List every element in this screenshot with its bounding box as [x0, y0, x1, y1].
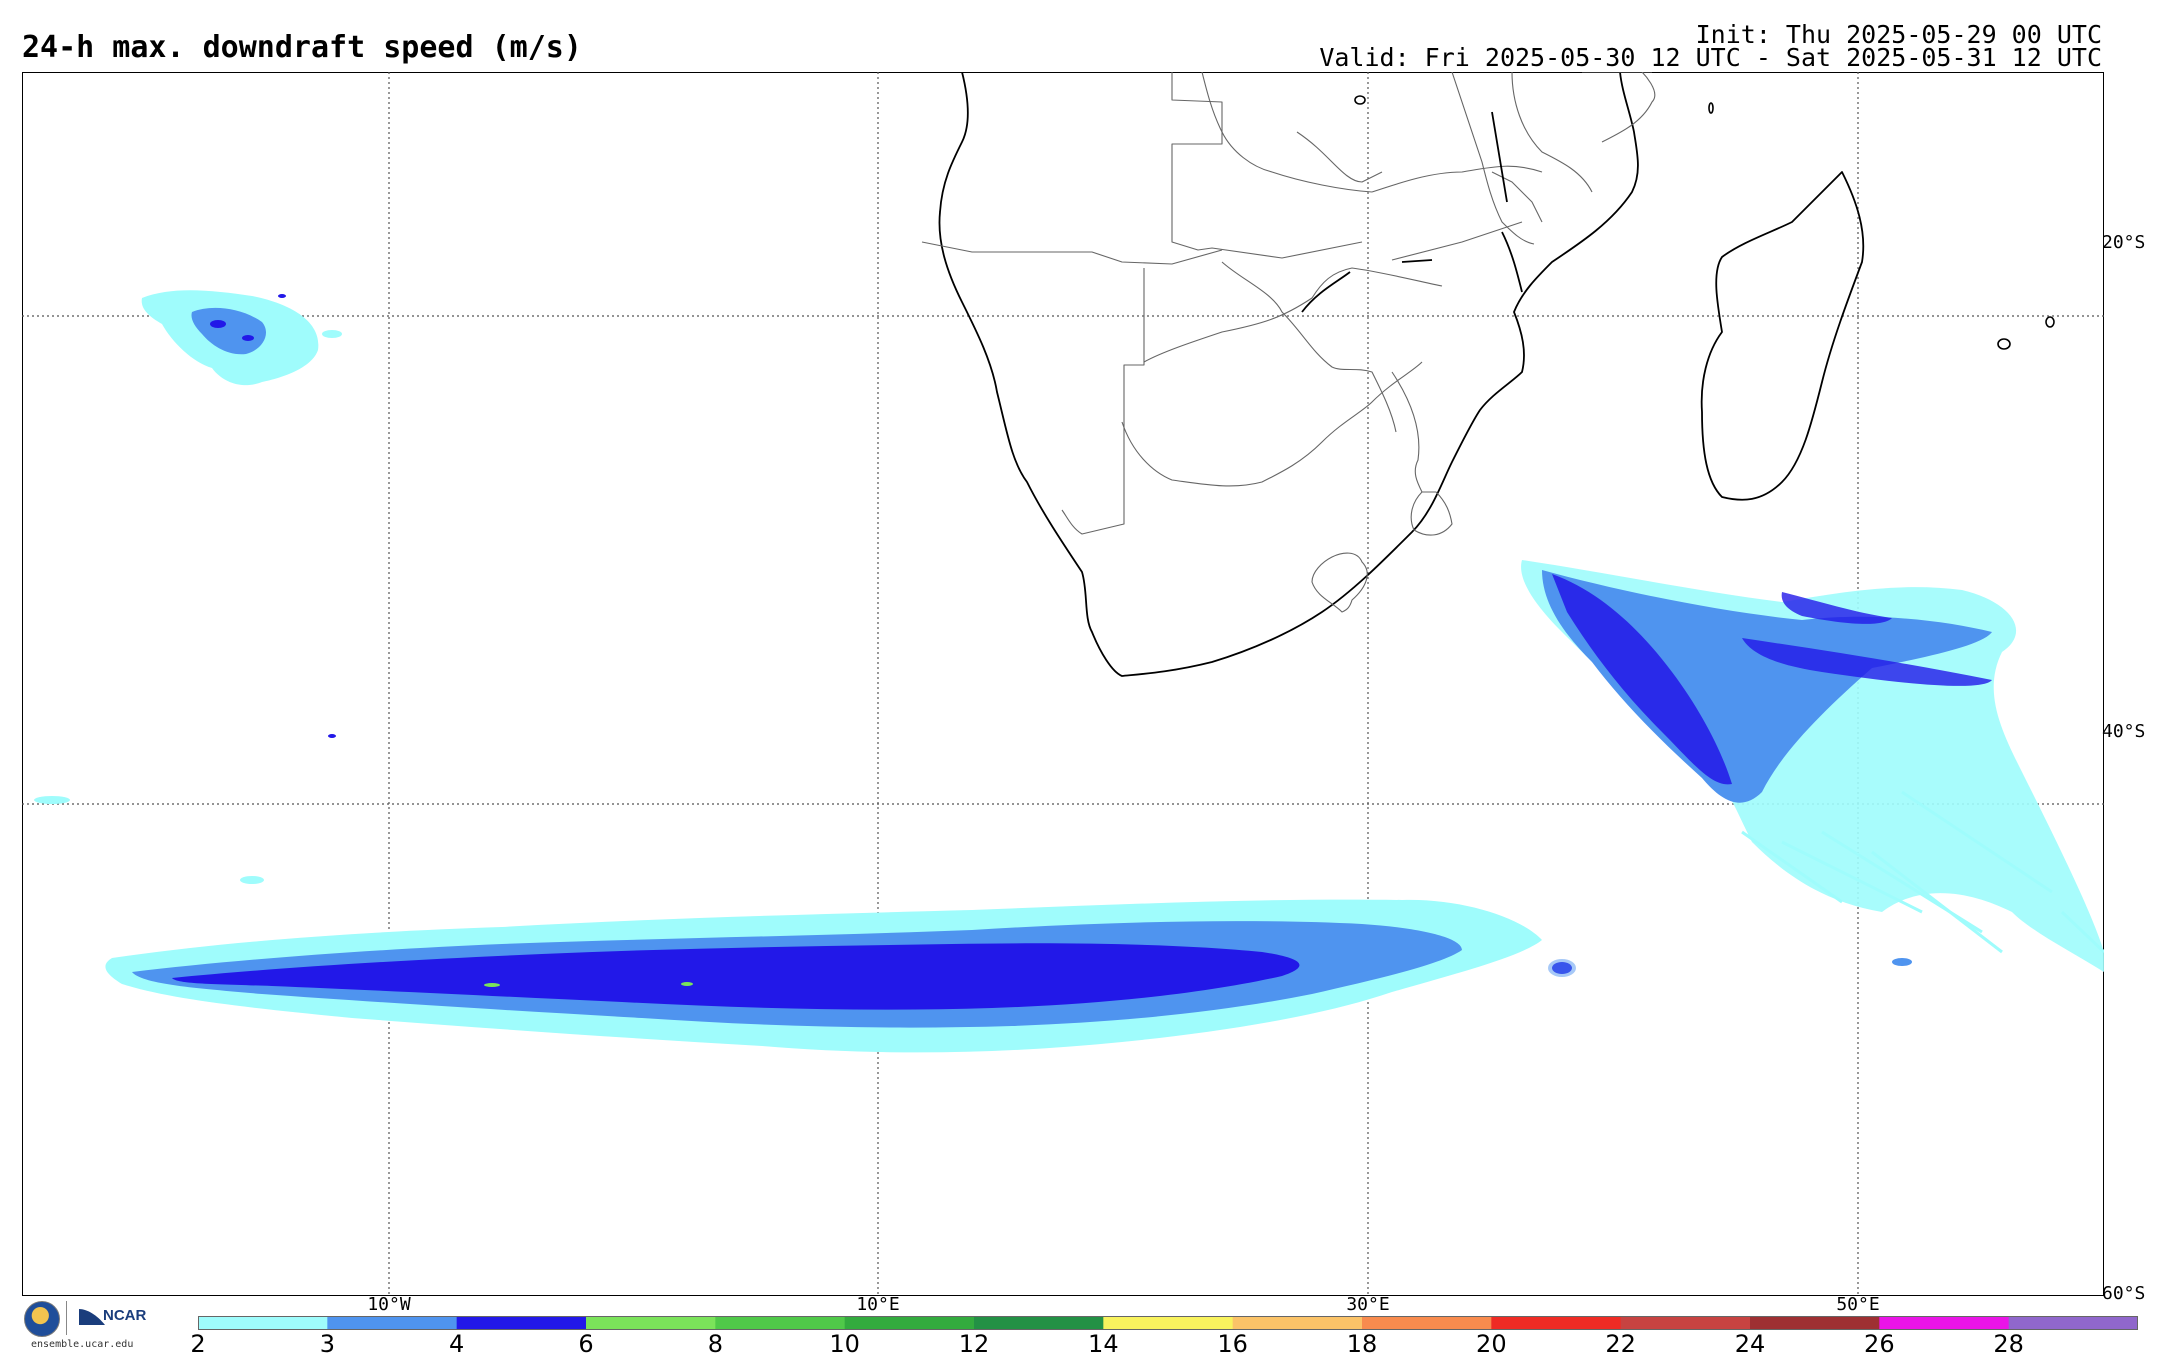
colorbar-segment	[1103, 1316, 1234, 1330]
band-level-4	[172, 943, 1300, 1010]
lat-label-40s: 40°S	[2102, 721, 2146, 742]
colorbar-segment	[715, 1316, 846, 1330]
colorbar-tick-label: 6	[578, 1330, 594, 1358]
lon-label-50e: 50°E	[1836, 1294, 1880, 1315]
colorbar-tick-label: 8	[707, 1330, 723, 1358]
colorbar	[198, 1316, 2138, 1330]
map-title: 24-h max. downdraft speed (m/s)	[22, 30, 582, 65]
colorbar-tick-label: 28	[1993, 1330, 2024, 1358]
colorbar-segment	[1232, 1316, 1363, 1330]
colorbar-tick-label: 18	[1346, 1330, 1378, 1358]
streaks-level-4	[1552, 574, 1732, 785]
logo-area: NCAR ensemble.ucar.edu	[24, 1299, 164, 1351]
streak-lines	[1741, 790, 2104, 954]
coastline-madagascar	[1700, 171, 1865, 501]
init-time: Init: Thu 2025-05-29 00 UTC	[1695, 20, 2102, 49]
nsf-seal-icon	[24, 1301, 60, 1337]
colorbar-border	[198, 1316, 2138, 1330]
ncar-mark-icon	[79, 1309, 105, 1325]
colorbar-tick-label: 20	[1476, 1330, 1507, 1358]
country-borders	[921, 72, 1656, 613]
lon-label-30e: 30°E	[1346, 1294, 1390, 1315]
coastline-africa	[938, 72, 1639, 677]
colorbar-tick-label: 26	[1864, 1330, 1895, 1358]
map-canvas	[22, 72, 2104, 1296]
colorbar-segment	[1362, 1316, 1492, 1330]
colorbar-segment	[1750, 1316, 1880, 1330]
ncar-logo-text: NCAR	[103, 1307, 147, 1324]
colorbar-tick-label: 22	[1605, 1330, 1636, 1358]
islands	[1354, 95, 2055, 350]
colorbar-segment	[586, 1316, 716, 1330]
colorbar-segment	[1879, 1316, 2010, 1330]
lake-kariba-and-malawi	[1301, 111, 1523, 313]
colorbar-tick-label: 16	[1217, 1330, 1248, 1358]
colorbar-tick-label: 3	[319, 1330, 335, 1358]
colorbar-tick-label: 2	[190, 1330, 206, 1358]
colorbar-tick-label: 12	[958, 1330, 990, 1358]
streaks-level-3	[1542, 570, 1992, 803]
ensemble-url: ensemble.ucar.edu	[31, 1339, 134, 1350]
colorbar-tick-label: 14	[1088, 1330, 1119, 1358]
downdraft-patch-west	[34, 290, 342, 804]
colorbar-segment	[974, 1316, 1104, 1330]
colorbar-segment	[327, 1316, 458, 1330]
colorbar-tick-label: 24	[1734, 1330, 1766, 1358]
valid-time: Valid: Fri 2025-05-30 12 UTC - Sat 2025-…	[1319, 43, 2102, 72]
lat-label-20s: 20°S	[2102, 232, 2146, 253]
logo-divider	[66, 1301, 67, 1335]
colorbar-segment	[1620, 1316, 1751, 1330]
colorbar-segment	[1491, 1316, 1622, 1330]
lon-label-10w: 10°W	[367, 1294, 411, 1315]
colorbar-segment	[198, 1316, 328, 1330]
colorbar-segment	[456, 1316, 587, 1330]
band-blobs	[240, 876, 1912, 987]
colorbar-tick-label: 4	[449, 1330, 465, 1358]
lat-label-60s: 60°S	[2102, 1283, 2146, 1304]
colorbar-tick-label: 10	[829, 1330, 860, 1358]
colorbar-segment	[844, 1316, 975, 1330]
lon-label-10e: 10°E	[856, 1294, 900, 1315]
downdraft-streaks-indian-ocean	[1521, 560, 2104, 972]
downdraft-band-south-atlantic	[105, 876, 1912, 1053]
colorbar-segment	[2008, 1316, 2138, 1330]
